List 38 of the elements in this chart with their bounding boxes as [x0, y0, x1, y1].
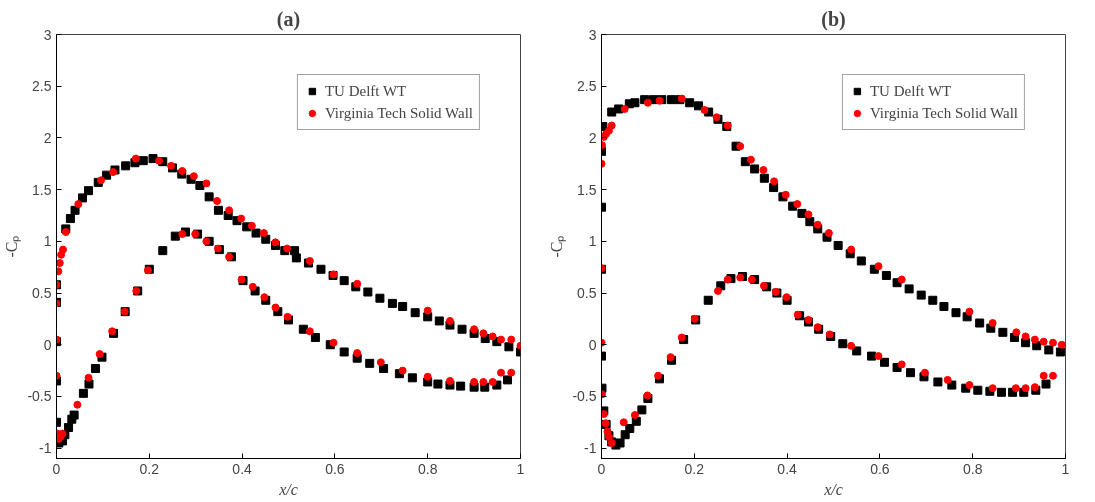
- y-tick-label: 1.5: [577, 181, 597, 198]
- x-tick-label: 0.6: [325, 460, 345, 477]
- y-tick-label: -1: [584, 440, 597, 457]
- x-tick-label: 0.6: [870, 460, 890, 477]
- y-axis-title: -Cₚ: [3, 235, 22, 258]
- y-tick-label: 2.5: [577, 78, 597, 95]
- y-tick-label: 0.5: [577, 285, 597, 302]
- y-tick-label: 1.5: [32, 181, 52, 198]
- x-tick-label: 1: [1061, 460, 1070, 477]
- x-tick-label: 0.4: [777, 460, 798, 477]
- y-tick-label: 1: [43, 233, 52, 250]
- y-tick-label: 1: [588, 233, 597, 250]
- x-tick-label: 1: [516, 460, 525, 477]
- y-tick-label: 0: [43, 336, 52, 353]
- y-tick-label: 0.5: [32, 285, 52, 302]
- y-tick-label: 2: [588, 129, 597, 146]
- legend-label: Virginia Tech Solid Wall: [324, 104, 473, 122]
- legend-label: TU Delft WT: [869, 82, 952, 100]
- x-tick-label: 0.2: [684, 460, 705, 477]
- x-axis-title: x/c: [278, 480, 298, 498]
- y-tick-label: -0.5: [572, 388, 597, 405]
- x-tick-label: 0.8: [417, 460, 438, 477]
- x-tick-label: 0.4: [232, 460, 253, 477]
- x-axis-title: x/c: [823, 480, 843, 498]
- chart-title: (a): [276, 7, 301, 31]
- y-axis-title: -Cₚ: [548, 235, 567, 258]
- y-tick-label: 3: [43, 26, 52, 43]
- y-tick-label: 0: [588, 336, 597, 353]
- chart-title: (b): [821, 7, 846, 31]
- legend-label: TU Delft WT: [324, 82, 407, 100]
- y-tick-label: -0.5: [27, 388, 52, 405]
- legend-label: Virginia Tech Solid Wall: [869, 104, 1018, 122]
- y-tick-label: -1: [39, 440, 52, 457]
- x-tick-label: 0.2: [139, 460, 160, 477]
- y-tick-label: 2: [43, 129, 52, 146]
- y-tick-label: 2.5: [32, 78, 52, 95]
- x-tick-label: 0.8: [962, 460, 983, 477]
- y-tick-label: 3: [588, 26, 597, 43]
